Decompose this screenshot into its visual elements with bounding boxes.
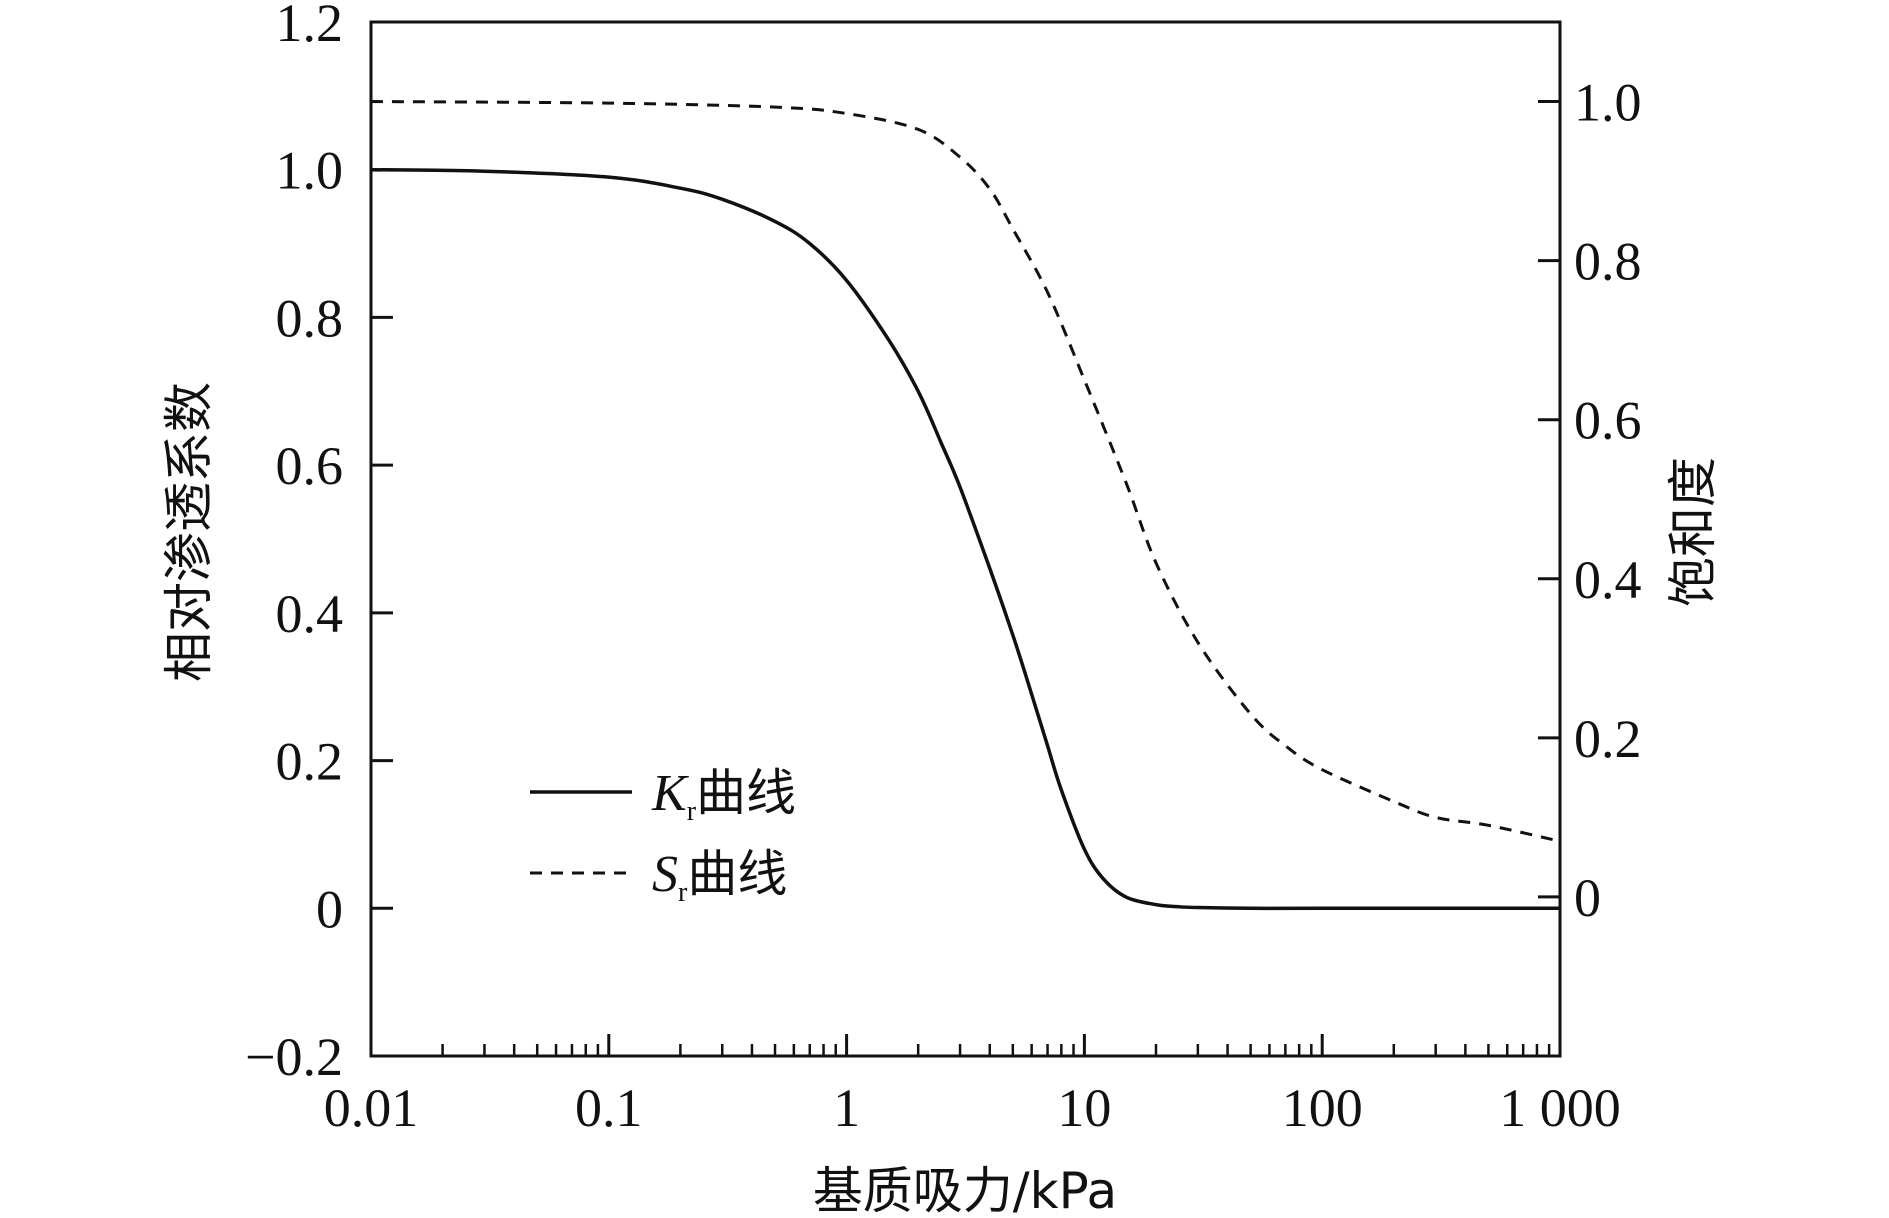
x-tick-label: 1 [833,1078,860,1138]
y-tick-label: 1.0 [276,141,344,201]
x-minor-ticks [441,1044,1551,1056]
y-tick-label: 0.8 [276,288,344,348]
x-tick-label: 0.1 [575,1078,643,1138]
y2-tick-label: 0.8 [1574,232,1642,292]
legend-kr-label: Kr曲线 [651,764,796,827]
y-tick-label: 0.6 [276,436,344,496]
plot-frame [369,20,1562,1058]
y2-tick-label: 0.4 [1574,550,1642,610]
legend-sr-label: Sr曲线 [652,845,787,908]
y2-tick-label: 0.2 [1574,709,1642,769]
y2-tick-label: 0.6 [1574,391,1642,451]
x-tick-label: 100 [1282,1078,1363,1138]
y-tick-label: 0.2 [276,732,344,792]
y-ticks: 1.2 1.0 0.8 0.6 0.4 0.2 0 −0.2 [245,0,393,1087]
y-tick-label: 0 [316,879,343,939]
y-tick-label: 0.4 [276,584,344,644]
y-tick-label: −0.2 [245,1027,343,1087]
y2-tick-label: 0 [1574,868,1601,928]
y-tick-label: 1.2 [276,0,344,53]
y2-axis-title: 饱和度 [1664,457,1722,607]
y2-tick-label: 1.0 [1574,73,1642,133]
y-axis-title: 相对渗透系数 [160,382,218,682]
x-axis-title: 基质吸力/kPa [813,1162,1117,1218]
series-layer [370,100,1561,911]
y2-ticks: 1.0 0.8 0.6 0.4 0.2 0 [1538,73,1642,928]
x-tick-label: 1 000 [1499,1078,1621,1138]
legend: Kr曲线 Sr曲线 [530,764,796,908]
series-kr-line [370,167,1560,911]
x-tick-label: 0.01 [324,1078,419,1138]
x-tick-label: 10 [1057,1078,1111,1138]
series-sr-line [370,100,1561,843]
x-ticks: 0.01 0.1 1 10 100 1 000 [324,1034,1621,1138]
